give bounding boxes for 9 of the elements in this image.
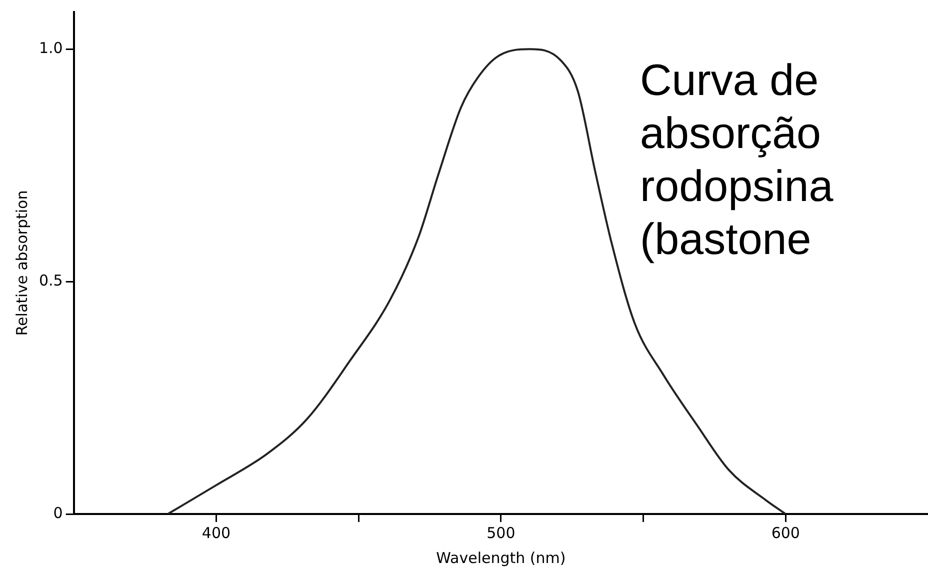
- x-tick-label: 400: [202, 524, 231, 542]
- y-tick-label: 0: [53, 504, 63, 522]
- y-axis-title: Relative absorption: [12, 190, 31, 336]
- x-tick-label: 600: [771, 524, 800, 542]
- x-tick-label: 500: [486, 524, 516, 542]
- x-axis-title: Wavelength (nm): [436, 548, 566, 567]
- annotation: Curva de absorção rodopsina (bastone: [640, 56, 834, 264]
- y-tick-label: 0.5: [38, 271, 63, 290]
- y-tick-label: 1.0: [38, 39, 63, 58]
